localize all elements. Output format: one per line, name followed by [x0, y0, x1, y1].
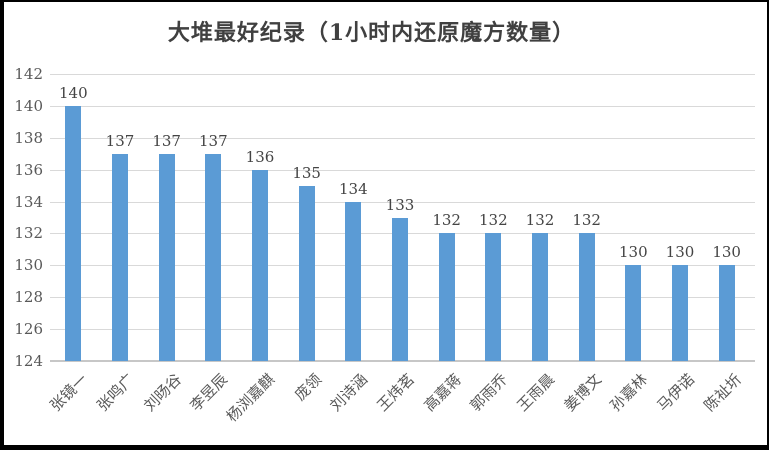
y-axis-tick-label: 130	[14, 256, 43, 275]
bar-value-label: 137	[199, 131, 228, 150]
bar-value-label: 130	[712, 243, 741, 262]
bar-value-label: 132	[479, 211, 508, 230]
bar-value-label: 133	[385, 195, 415, 214]
x-axis-line	[50, 360, 755, 362]
y-axis-tick-label: 128	[14, 288, 43, 307]
x-axis-category-label: 刘诗涵	[326, 370, 372, 415]
bar-value-label: 140	[59, 83, 88, 102]
bar-value-label: 137	[152, 131, 181, 150]
bar-value-label: 130	[665, 243, 695, 262]
bar	[672, 265, 688, 361]
x-axis-category-label: 李昱辰	[186, 370, 232, 415]
bar-value-label: 136	[245, 147, 275, 166]
x-axis-category-label: 张镜一	[46, 370, 92, 415]
bar	[205, 153, 222, 361]
bar	[345, 201, 362, 361]
gridline	[50, 201, 755, 203]
x-axis-category-label: 马伊诺	[653, 370, 699, 415]
bar	[298, 185, 315, 361]
bar	[392, 217, 408, 361]
bar	[718, 265, 735, 361]
bar-value-label: 135	[292, 163, 321, 182]
bar	[578, 233, 595, 361]
bar	[65, 105, 82, 361]
x-axis-category-label: 郭雨乔	[466, 370, 512, 415]
bar	[485, 233, 502, 361]
gridline	[50, 169, 755, 171]
bar	[625, 265, 642, 361]
bar-value-label: 134	[339, 179, 368, 198]
x-axis-category-label: 刘旸谷	[140, 370, 185, 415]
chart-title: 大堆最好纪录（1小时内还原魔方数量）	[167, 20, 576, 46]
y-axis-tick-label: 140	[14, 96, 43, 115]
x-axis-category-label: 高嘉蒋	[420, 370, 465, 415]
x-axis-category-label: 王雨晨	[513, 370, 559, 415]
x-axis-category-label: 王炜茗	[373, 370, 419, 415]
y-axis-tick-label: 134	[14, 192, 43, 211]
bar-value-label: 132	[572, 211, 601, 230]
bar	[112, 153, 128, 361]
x-axis-category-label: 陈祉圻	[700, 370, 745, 415]
bar	[438, 233, 455, 361]
bar	[158, 153, 175, 361]
y-axis-tick-label: 136	[14, 160, 43, 179]
x-axis-category-label: 姜博文	[560, 370, 605, 415]
x-axis-category-label: 张鸣广	[93, 370, 139, 415]
x-axis-category-label: 杨浏嘉麒	[222, 370, 279, 426]
bar-value-label: 137	[105, 131, 135, 150]
y-axis-tick-label: 132	[14, 224, 43, 243]
y-axis-tick-label: 138	[14, 128, 43, 147]
x-axis-category-label: 孙嘉林	[606, 370, 652, 415]
bar-value-label: 130	[619, 243, 648, 262]
y-axis-tick-label: 142	[14, 65, 43, 83]
y-axis-tick-label: 124	[14, 352, 43, 370]
y-axis-tick-label: 126	[14, 320, 43, 339]
bar-value-label: 132	[525, 211, 555, 230]
bar	[252, 169, 268, 361]
gridline	[50, 105, 755, 107]
x-axis-category-label: 庞领	[290, 370, 325, 405]
bar-value-label: 132	[432, 211, 461, 230]
bar	[532, 233, 548, 361]
gridline	[50, 74, 755, 75]
gridline	[50, 137, 755, 139]
